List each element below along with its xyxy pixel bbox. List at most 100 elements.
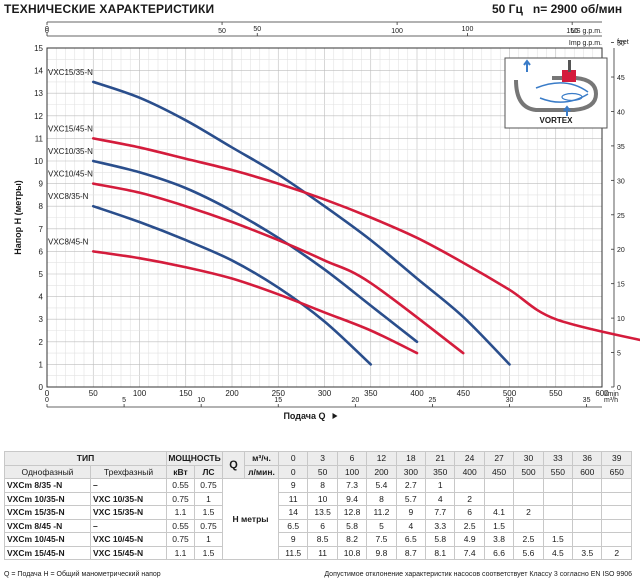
table-cell: VXCm 8/35 -N bbox=[4, 478, 91, 493]
single-phase-header: Однофазный bbox=[4, 464, 91, 479]
table-cell: 7.4 bbox=[454, 545, 485, 560]
table-row: VXCm 15/35-N VXC 15/35-N 1.1 1.5 14 13.5 12.8 1… bbox=[4, 505, 632, 520]
table-cell: 13.5 bbox=[307, 505, 338, 520]
m3h-unit: м³/ч. bbox=[244, 451, 280, 466]
usgpm-tick-label: 0 bbox=[45, 28, 49, 35]
table-cell bbox=[601, 518, 632, 533]
y-tick-label: 14 bbox=[34, 67, 43, 76]
performance-table: ТИП МОЩНОСТЬ Q м³/ч. 0 3 6 12 18 21 24 27 30 33 36… bbox=[3, 451, 632, 560]
table-cell: – bbox=[89, 478, 168, 493]
table-cell: 9 bbox=[395, 505, 427, 520]
table-cell bbox=[572, 505, 603, 520]
table-cell: VXC 15/35-N bbox=[89, 505, 168, 520]
table-cell: 9.8 bbox=[366, 545, 397, 560]
feet-tick-label: 0 bbox=[617, 385, 621, 392]
table-cell: 4 bbox=[425, 491, 456, 506]
speed-label: n= 2900 об/мин bbox=[532, 2, 623, 16]
feet-tick-label: 50 bbox=[617, 41, 625, 48]
series-line-1 bbox=[91, 137, 640, 342]
feet-tick-label: 45 bbox=[617, 75, 625, 82]
table-row: VXCm 10/35-N VXC 10/35-N 0.75 1 11 10 9.4 8 5.7 4… bbox=[4, 491, 632, 506]
table-cell: 11 bbox=[307, 545, 338, 560]
table-cell: VXCm 10/45-N bbox=[4, 532, 91, 547]
series-label-0: VXC15/35-N bbox=[48, 68, 93, 77]
hp-header: ЛС bbox=[194, 464, 224, 479]
y-tick-label: 6 bbox=[39, 247, 44, 256]
table-cell bbox=[601, 532, 632, 547]
m3h-tick-label: 20 bbox=[351, 397, 359, 404]
x-tick-label: 250 bbox=[272, 389, 286, 398]
usgpm-tick-label: 100 bbox=[391, 28, 403, 35]
table-cell: 5.8 bbox=[336, 518, 368, 533]
table-cell bbox=[572, 518, 603, 533]
y-tick-label: 2 bbox=[39, 338, 44, 347]
table-cell: 2.5 bbox=[454, 518, 485, 533]
kw-header: кВт bbox=[166, 464, 196, 479]
series-line-3 bbox=[91, 182, 465, 355]
table-cell: 2.5 bbox=[513, 532, 544, 547]
table-cell: 3.3 bbox=[425, 518, 456, 533]
table-cell: VXCm 15/45-N bbox=[4, 545, 91, 560]
x-unit-label: l/min bbox=[604, 391, 619, 398]
table-cell: 12.8 bbox=[336, 505, 368, 520]
m3h-tick-label: 35 bbox=[583, 397, 591, 404]
table-cell: 5.8 bbox=[425, 532, 456, 547]
plot-frame bbox=[46, 47, 603, 388]
three-phase-header: Трехфазный bbox=[89, 464, 168, 479]
table-cell: 6 bbox=[307, 518, 338, 533]
table-cell: 1 bbox=[194, 491, 224, 506]
series-label-5: VXC8/45-N bbox=[48, 237, 89, 246]
x-tick-label: 0 bbox=[45, 389, 50, 398]
feet-tick-label: 5 bbox=[617, 351, 621, 358]
table-cell bbox=[483, 491, 515, 506]
x-tick-label: 100 bbox=[133, 389, 147, 398]
table-cell bbox=[542, 518, 574, 533]
x-tick-label: 50 bbox=[89, 389, 98, 398]
usgpm-tick-label: 150 bbox=[566, 28, 578, 35]
series-line-0 bbox=[91, 80, 511, 366]
impgpm-tick-label: 0 bbox=[45, 26, 49, 33]
table-cell: 8 bbox=[307, 478, 338, 493]
table-cell: 6.6 bbox=[483, 545, 515, 560]
y-tick-label: 3 bbox=[39, 315, 44, 324]
table-cell bbox=[483, 478, 515, 493]
table-cell: 10.8 bbox=[336, 545, 368, 560]
table-cell: 0.75 bbox=[194, 478, 224, 493]
table-row: VXCm 15/45-N VXC 15/45-N 1.1 1.5 11.5 11 10.8 9… bbox=[4, 545, 632, 560]
vortex-diagram: VORTEX bbox=[504, 57, 608, 129]
series-label-1: VXC15/45-N bbox=[48, 124, 93, 133]
impgpm-tick-label: 50 bbox=[253, 26, 261, 33]
m3h-tick-label: 5 bbox=[122, 397, 126, 404]
table-cell bbox=[601, 491, 632, 506]
table-cell: 0.55 bbox=[166, 518, 196, 533]
x-tick-label: 200 bbox=[225, 389, 239, 398]
m3h-tick-label: 10 bbox=[197, 397, 205, 404]
m3h-tick-label: 25 bbox=[429, 397, 437, 404]
table-cell: 1 bbox=[194, 532, 224, 547]
table-cell: 11.5 bbox=[278, 545, 309, 560]
series-line-4 bbox=[91, 204, 373, 366]
impeller-housing-icon bbox=[514, 76, 599, 112]
feet-unit-label: feet bbox=[617, 39, 629, 46]
table-cell: 9 bbox=[278, 532, 309, 547]
table-cell: 9 bbox=[278, 478, 309, 493]
chart-curve-labels: VXC15/35-N VXC15/45-N VXC10/35-N VXC10/45-N… bbox=[48, 68, 93, 246]
x-axis-arrow-icon bbox=[332, 413, 338, 419]
table-cell: 3.8 bbox=[483, 532, 515, 547]
y-tick-label: 10 bbox=[34, 157, 43, 166]
m3h-tick-label: 0 bbox=[45, 397, 49, 404]
table-cell bbox=[601, 505, 632, 520]
table-cell: 5.4 bbox=[366, 478, 397, 493]
y-tick-label: 12 bbox=[34, 112, 43, 121]
table-cell: 11.2 bbox=[366, 505, 397, 520]
type-header: ТИП bbox=[3, 451, 168, 466]
y-tick-label: 11 bbox=[35, 134, 44, 143]
table-cell: 8.5 bbox=[307, 532, 338, 547]
table-cell: 1.5 bbox=[542, 532, 574, 547]
table-cell: 0.75 bbox=[166, 532, 196, 547]
series-label-4: VXC8/35-N bbox=[48, 192, 89, 201]
table-cell: VXCm 15/35-N bbox=[4, 505, 91, 520]
table-header-row-2: Однофазный Трехфазный кВт ЛС л/мин. 0 50 1… bbox=[4, 464, 632, 479]
table-cell: 5.7 bbox=[395, 491, 427, 506]
